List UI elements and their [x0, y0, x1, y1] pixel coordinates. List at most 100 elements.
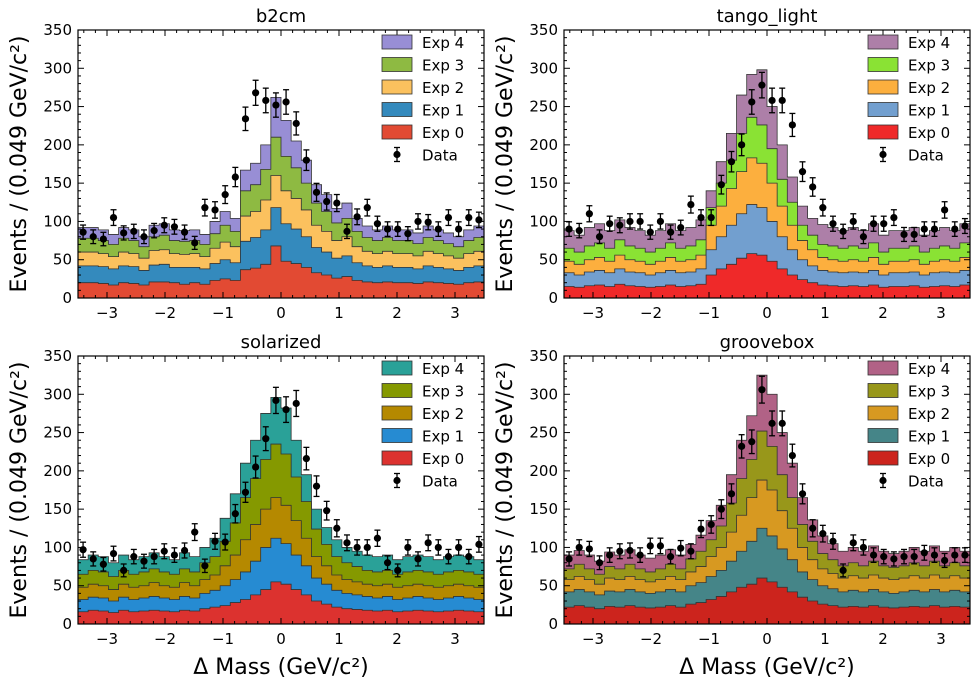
data-point: [829, 220, 837, 228]
data-point: [455, 225, 463, 233]
y-tick-label: 300: [529, 59, 558, 77]
legend-swatch: [381, 79, 413, 95]
x-tick-label: −3: [582, 630, 604, 648]
data-point: [363, 543, 371, 552]
data-point: [849, 217, 857, 226]
data-point: [941, 206, 949, 214]
data-point: [890, 214, 898, 222]
data-point: [353, 213, 361, 221]
data-points: [79, 79, 483, 251]
data-point: [748, 438, 756, 446]
legend-label: Exp 2: [422, 79, 464, 97]
data-point: [130, 227, 138, 235]
data-point: [585, 545, 593, 553]
data-point: [788, 121, 796, 129]
data-point: [120, 566, 128, 575]
legend: Exp 4 Exp 3 Exp 2 Exp 1 Exp 0 Data: [867, 34, 950, 165]
legend-label: Exp 2: [422, 405, 464, 423]
data-point: [707, 214, 715, 222]
data-point: [646, 228, 654, 236]
x-tick-label: 0: [276, 630, 286, 648]
y-axis-label: Events / (0.049 GeV/c²): [493, 362, 518, 619]
legend-swatch: [381, 405, 413, 421]
data-point: [201, 562, 209, 570]
legend-swatch: [381, 57, 413, 72]
data-point: [343, 227, 351, 235]
x-tick-label: −3: [582, 304, 604, 322]
x-tick-label: 1: [334, 304, 344, 322]
x-tick-label: −1: [212, 630, 234, 648]
legend-label: Data: [908, 473, 944, 491]
data-point: [748, 98, 756, 106]
data-point: [211, 206, 219, 214]
series-exp-1: [563, 527, 971, 625]
data-point: [758, 386, 766, 394]
data-point: [697, 214, 705, 222]
data-point: [859, 233, 868, 241]
legend-swatch: [381, 450, 413, 466]
data-point: [363, 204, 371, 212]
x-tick-label: 3: [450, 304, 460, 322]
x-tick-label: −1: [698, 630, 720, 648]
legend-label: Exp 4: [908, 34, 950, 52]
data-point: [961, 551, 969, 559]
data-point: [616, 221, 624, 229]
data-point: [465, 214, 473, 222]
data-point: [150, 553, 158, 561]
data-point: [160, 221, 168, 229]
data-point: [798, 490, 807, 498]
data-point: [424, 539, 432, 547]
data-point: [839, 227, 847, 235]
y-tick-label: 300: [43, 385, 72, 403]
x-axis-label: Δ Mass (GeV/c²): [679, 655, 855, 680]
data-point: [859, 543, 868, 552]
legend-swatch: [867, 124, 899, 140]
data-point: [404, 543, 412, 552]
data-point: [717, 505, 725, 513]
data-point: [302, 156, 310, 164]
data-point: [595, 233, 604, 241]
legend-data-marker: [879, 150, 887, 159]
data-point: [666, 228, 675, 236]
data-points: [79, 386, 483, 578]
y-tick-label: 200: [529, 136, 558, 154]
data-point: [951, 225, 959, 233]
data-point: [170, 223, 179, 231]
data-point: [778, 96, 786, 105]
data-point: [677, 223, 685, 232]
y-tick-label: 150: [43, 500, 72, 518]
y-tick-label: 100: [529, 212, 558, 230]
data-point: [262, 435, 270, 443]
legend-data-marker: [879, 476, 887, 485]
series-exp-1: [77, 537, 485, 625]
data-point: [930, 225, 939, 233]
data-point: [120, 229, 128, 237]
data-point: [839, 566, 847, 575]
data-point: [262, 96, 270, 105]
data-point: [191, 528, 199, 536]
legend-label: Exp 1: [422, 428, 464, 446]
data-point: [180, 228, 189, 236]
data-point: [333, 524, 341, 532]
legend-swatch: [867, 450, 899, 466]
data-point: [738, 141, 746, 149]
data-point: [626, 546, 634, 555]
data-point: [930, 551, 939, 559]
panel-2: −3 −2 −1 0 1 2 3 0 50 100 150 200 250 300 350 tango_lig…: [493, 6, 971, 322]
legend-label: Exp 1: [908, 428, 950, 446]
data-point: [738, 442, 746, 450]
y-tick-label: 300: [529, 385, 558, 403]
data-points: [565, 71, 969, 245]
legend-label: Data: [422, 147, 458, 165]
series-exp-0: [77, 581, 485, 625]
data-point: [333, 199, 341, 207]
y-tick-label: 250: [43, 424, 72, 442]
data-point: [869, 551, 878, 559]
x-tick-label: 3: [450, 630, 460, 648]
data-point: [312, 482, 321, 490]
legend-swatch: [867, 57, 899, 72]
legend-label: Exp 4: [422, 360, 464, 378]
data-point: [272, 396, 280, 405]
data-point: [565, 555, 573, 563]
data-point: [565, 225, 573, 233]
